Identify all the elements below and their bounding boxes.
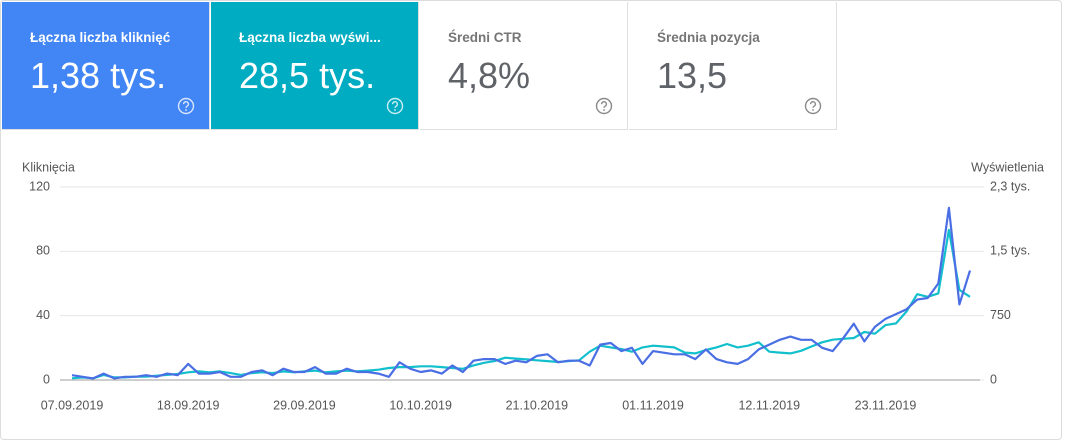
series-line	[71, 206, 972, 380]
y-tick-label: 120	[29, 179, 50, 193]
y2-tick-label: 1,5 tys.	[990, 244, 1030, 258]
y-tick-label: 40	[36, 308, 50, 322]
x-tick-label: 29.09.2019	[273, 398, 336, 412]
metric-card[interactable]: Średnia pozycja 13,5	[629, 2, 837, 130]
x-tick-label: 23.11.2019	[855, 398, 917, 412]
help-icon[interactable]	[595, 97, 613, 115]
card-value: 13,5	[657, 55, 728, 96]
x-tick-label: 01.11.2019	[622, 398, 684, 412]
card-title: Łączna liczba wyświ...	[239, 30, 381, 45]
x-tick-label: 18.09.2019	[157, 398, 220, 412]
x-tick-label: 12.11.2019	[738, 398, 800, 412]
metric-card[interactable]: Łączna liczba wyświ... 28,5 tys.	[211, 2, 419, 130]
help-icon[interactable]	[386, 97, 404, 115]
card-value: 4,8%	[448, 55, 531, 96]
help-icon[interactable]	[177, 97, 195, 115]
card-value: 1,38 tys.	[30, 55, 167, 96]
y2-tick-label: 0	[990, 372, 997, 386]
panel	[0, 0, 1062, 440]
y2-tick-label: 750	[990, 308, 1011, 322]
help-icon[interactable]	[804, 97, 822, 115]
y2-axis-title: Wyświetlenia	[971, 160, 1044, 174]
x-tick-label: 10.10.2019	[389, 398, 452, 412]
metric-card[interactable]: Łączna liczba kliknięć 1,38 tys.	[2, 2, 210, 130]
card-title: Łączna liczba kliknięć	[30, 30, 171, 45]
card-title: Średni CTR	[448, 30, 522, 45]
y2-tick-label: 2,3 tys.	[990, 179, 1030, 193]
x-tick-label: 21.10.2019	[506, 398, 569, 412]
card-value: 28,5 tys.	[239, 55, 376, 96]
x-tick-label: 07.09.2019	[41, 398, 104, 412]
card-title: Średnia pozycja	[657, 30, 760, 45]
series-line	[71, 228, 971, 380]
y-tick-label: 80	[36, 244, 50, 258]
y-axis-title: Kliknięcia	[22, 160, 75, 174]
metric-card[interactable]: Średni CTR 4,8%	[420, 2, 628, 130]
y-tick-label: 0	[43, 372, 50, 386]
